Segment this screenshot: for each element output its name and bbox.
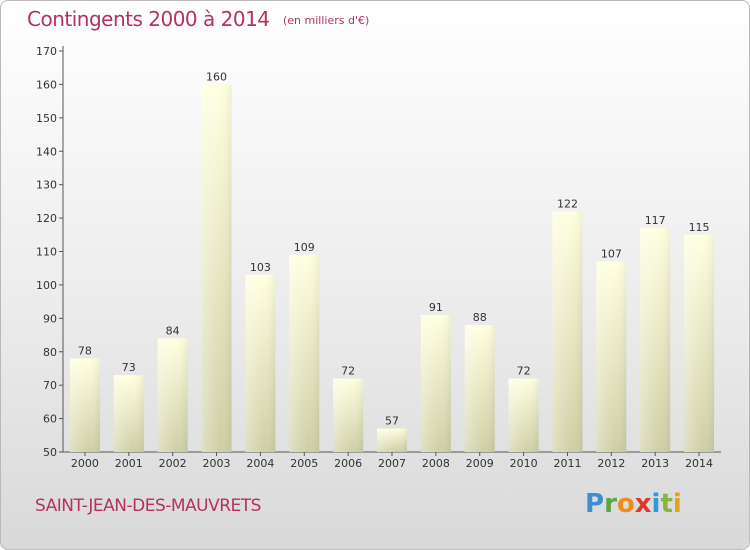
x-tick-label: 2010: [510, 457, 538, 470]
y-axis: 50 60 70 80 90 100 110 120 130 140 150 160 170: [36, 45, 64, 459]
x-axis: 2000 2001 2002 2003 2004 2005 2006 2007 2008 2009…: [63, 451, 721, 470]
logo-letter: r: [604, 489, 617, 519]
x-tick-label: 2012: [597, 457, 625, 470]
x-tick-label: 2008: [422, 457, 450, 470]
y-tick-label: 170: [36, 45, 57, 58]
bar-highlight: [113, 375, 144, 452]
y-tick-label: 80: [43, 346, 57, 359]
x-tick-label: 2011: [553, 457, 581, 470]
bar-highlight: [69, 358, 100, 452]
value-label: 117: [645, 214, 666, 227]
y-tick-label: 90: [43, 312, 57, 325]
bar-highlight: [508, 378, 539, 452]
x-tick-label: 2003: [203, 457, 231, 470]
bar-highlight: [289, 254, 320, 452]
value-label: 107: [601, 248, 622, 261]
value-label: 91: [429, 301, 443, 314]
logo-letter: t: [660, 489, 673, 519]
value-label: 73: [122, 361, 136, 374]
value-label: 115: [689, 221, 710, 234]
value-label: 78: [78, 344, 92, 357]
bar-highlight: [420, 314, 451, 452]
value-label: 122: [557, 197, 578, 210]
proxiti-logo[interactable]: Proxiti: [585, 489, 682, 519]
y-tick-label: 70: [43, 379, 57, 392]
bar-highlight: [377, 428, 407, 452]
y-tick-label: 160: [36, 78, 57, 91]
value-label: 160: [206, 70, 227, 83]
y-tick-label: 140: [36, 145, 57, 158]
bar-highlight: [157, 338, 188, 452]
bar-highlight: [201, 84, 232, 453]
bar-highlight: [684, 234, 715, 452]
x-tick-label: 2004: [246, 457, 274, 470]
x-tick-label: 2001: [115, 457, 143, 470]
logo-letter: o: [616, 489, 635, 519]
x-tick-label: 2014: [685, 457, 713, 470]
value-label: 84: [166, 324, 180, 337]
logo-letter: x: [634, 489, 652, 519]
y-tick-label: 60: [43, 413, 57, 426]
value-label: 109: [294, 241, 315, 254]
bar-highlight: [245, 274, 276, 452]
value-label: 88: [473, 311, 487, 324]
x-tick-label: 2007: [378, 457, 406, 470]
chart-title: Contingents 2000 à 2014: [27, 7, 270, 31]
bar-series: [69, 84, 715, 453]
y-tick-label: 150: [36, 112, 57, 125]
value-label: 72: [517, 364, 531, 377]
y-tick-label: 110: [36, 246, 57, 259]
bar-highlight: [640, 228, 671, 452]
logo-letter: P: [585, 489, 605, 519]
chart-subtitle: (en milliers d'€): [283, 14, 370, 27]
logo-letter: i: [651, 489, 661, 519]
bar-highlight: [596, 261, 627, 452]
x-tick-label: 2006: [334, 457, 362, 470]
value-label: 57: [385, 415, 399, 428]
commune-name: SAINT-JEAN-DES-MAUVRETS: [35, 496, 261, 516]
x-tick-label: 2013: [641, 457, 669, 470]
x-tick-label: 2000: [71, 457, 99, 470]
y-tick-label: 100: [36, 279, 57, 292]
y-tick-label: 120: [36, 212, 57, 225]
bar-highlight: [333, 378, 364, 452]
logo-letter: i: [672, 489, 682, 519]
value-label: 103: [250, 261, 271, 274]
value-label: 72: [341, 364, 355, 377]
bar-highlight: [552, 211, 583, 452]
bar-highlight: [464, 325, 495, 452]
y-tick-label: 130: [36, 179, 57, 192]
x-tick-label: 2009: [466, 457, 494, 470]
x-tick-label: 2002: [159, 457, 187, 470]
x-tick-label: 2005: [290, 457, 318, 470]
y-tick-label: 50: [43, 446, 57, 459]
value-labels: 78 73 84 160 103 109 72 57 91 88 72 122 107 117 115: [78, 70, 710, 427]
